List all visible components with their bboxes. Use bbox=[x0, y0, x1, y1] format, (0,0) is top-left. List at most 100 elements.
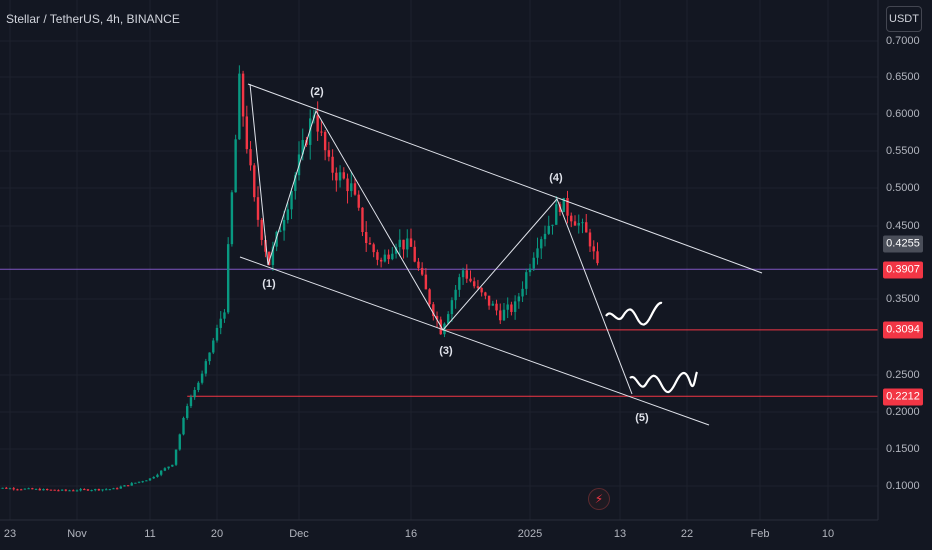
candle-body-13 bbox=[34, 488, 38, 490]
candle-body-130 bbox=[469, 278, 472, 282]
candle-body-100 bbox=[357, 194, 360, 208]
y-tick-label-6: 0.3500 bbox=[886, 293, 920, 305]
candle-body-58 bbox=[200, 373, 204, 383]
candle-body-90 bbox=[320, 131, 323, 133]
candle-body-95 bbox=[338, 172, 342, 181]
candle-body-70 bbox=[245, 116, 249, 150]
candle-body-87 bbox=[309, 118, 312, 145]
candle-body-129 bbox=[465, 270, 468, 279]
candle-body-61 bbox=[212, 340, 215, 353]
candle-body-72 bbox=[253, 165, 256, 198]
candle-body-135 bbox=[487, 295, 491, 306]
candle-body-157 bbox=[570, 215, 573, 222]
lightning-bolt-icon[interactable]: ⚡ bbox=[588, 488, 610, 510]
candle-body-54 bbox=[186, 406, 189, 418]
wave-label-3: (3) bbox=[439, 345, 453, 357]
candle-body-9 bbox=[19, 489, 23, 491]
candle-body-152 bbox=[551, 224, 554, 226]
candle-body-155 bbox=[562, 198, 565, 212]
candle-body-131 bbox=[473, 281, 476, 287]
candle-body-31 bbox=[101, 489, 104, 491]
candle-body-148 bbox=[536, 248, 539, 258]
x-tick-label-8: 22 bbox=[680, 528, 694, 540]
candle-body-44 bbox=[148, 478, 152, 481]
candle-body-66 bbox=[230, 192, 234, 245]
candle-body-94 bbox=[335, 172, 338, 181]
candle-body-60 bbox=[208, 352, 211, 362]
candle-body-158 bbox=[573, 221, 577, 226]
candle-body-6 bbox=[8, 488, 12, 490]
candle-body-8 bbox=[16, 489, 19, 491]
candle-body-79 bbox=[279, 230, 282, 232]
candle-body-35 bbox=[115, 488, 119, 490]
x-tick-label-9: Feb bbox=[750, 528, 770, 540]
candle-body-56 bbox=[193, 389, 196, 398]
candle-body-132 bbox=[476, 286, 480, 289]
candle-body-41 bbox=[137, 481, 141, 483]
candle-body-78 bbox=[275, 231, 278, 247]
x-tick-label-6: 2025 bbox=[517, 528, 543, 540]
candle-body-39 bbox=[130, 483, 133, 486]
candle-body-112 bbox=[402, 239, 405, 250]
candle-body-76 bbox=[267, 251, 271, 265]
wave-label-2: (2) bbox=[310, 86, 324, 98]
candle-body-68 bbox=[238, 73, 241, 140]
y-tick-label-10: 0.1000 bbox=[886, 480, 920, 492]
candle-body-5 bbox=[5, 487, 8, 489]
candle-body-127 bbox=[458, 277, 461, 290]
y-tick-label-3: 0.5500 bbox=[886, 145, 920, 157]
candle-body-37 bbox=[123, 485, 126, 487]
wave-label-1: (1) bbox=[262, 278, 276, 290]
candle-body-164 bbox=[596, 251, 599, 264]
squiggle-lower bbox=[629, 371, 699, 394]
candle-body-117 bbox=[420, 267, 424, 275]
candle-body-109 bbox=[391, 253, 394, 260]
support-2-badge: 0.2212 bbox=[883, 388, 923, 406]
candle-body-162 bbox=[588, 232, 592, 247]
candle-body-140 bbox=[506, 304, 509, 310]
candle-body-34 bbox=[112, 488, 115, 490]
y-tick-label-5: 0.4500 bbox=[886, 220, 920, 232]
candle-body-4 bbox=[1, 487, 4, 489]
candle-body-11 bbox=[27, 488, 30, 490]
squiggle-upper bbox=[605, 301, 663, 326]
candle-body-138 bbox=[499, 310, 502, 321]
elliott-wave-path bbox=[249, 83, 633, 395]
candle-body-17 bbox=[49, 489, 53, 491]
candle-body-151 bbox=[547, 225, 550, 234]
candle-body-50 bbox=[171, 464, 174, 467]
candle-body-160 bbox=[581, 222, 584, 224]
candle-body-163 bbox=[592, 246, 595, 252]
candle-body-107 bbox=[383, 254, 387, 262]
candle-body-12 bbox=[31, 488, 34, 490]
candle-body-103 bbox=[368, 243, 372, 245]
x-tick-label-5: 16 bbox=[404, 528, 418, 540]
y-tick-label-9: 0.1500 bbox=[886, 443, 920, 455]
candle-body-15 bbox=[42, 489, 45, 491]
wave-label-5: (5) bbox=[635, 412, 649, 424]
candle-body-64 bbox=[223, 312, 226, 319]
y-tick-label-7: 0.2500 bbox=[886, 369, 920, 381]
candle-body-53 bbox=[182, 417, 185, 435]
currency-button[interactable]: USDT bbox=[886, 6, 922, 32]
candle-body-80 bbox=[282, 219, 286, 231]
x-tick-label-0: 23 bbox=[3, 528, 17, 540]
candle-body-111 bbox=[398, 239, 401, 248]
candle-body-77 bbox=[271, 246, 275, 265]
candle-body-126 bbox=[454, 289, 457, 301]
candle-body-85 bbox=[301, 140, 304, 155]
candle-body-51 bbox=[174, 449, 178, 465]
x-tick-label-10: 10 bbox=[821, 528, 835, 540]
candle-body-108 bbox=[387, 254, 390, 260]
candle-body-93 bbox=[331, 156, 334, 173]
wave-label-4: (4) bbox=[549, 172, 563, 184]
candle-body-25 bbox=[79, 489, 82, 491]
candle-body-71 bbox=[249, 149, 252, 166]
candle-body-49 bbox=[167, 466, 170, 469]
candle-body-124 bbox=[446, 314, 450, 324]
candle-body-46 bbox=[156, 474, 159, 477]
y-tick-label-0: 0.7000 bbox=[886, 35, 920, 47]
candle-body-150 bbox=[543, 233, 547, 240]
x-tick-label-3: 20 bbox=[210, 528, 224, 540]
